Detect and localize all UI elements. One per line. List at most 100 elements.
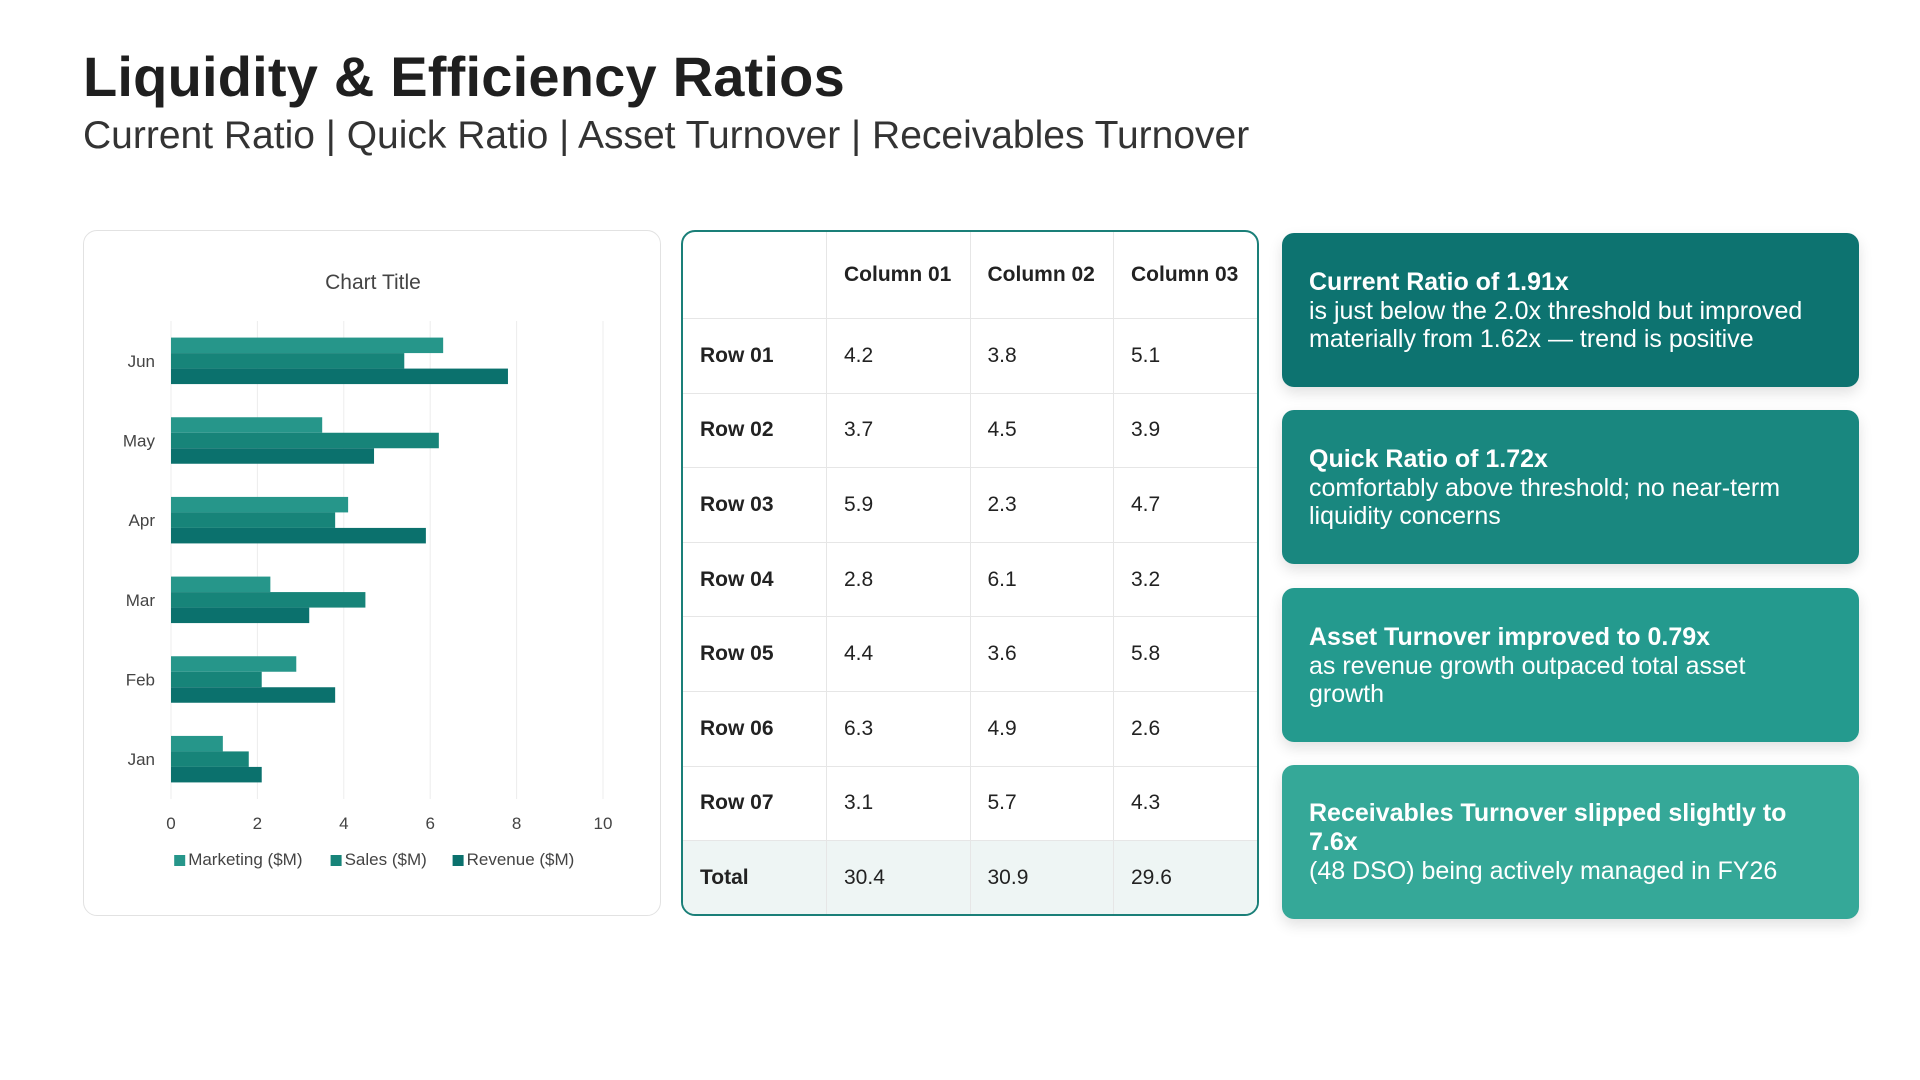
bar-jun-1 (171, 337, 444, 354)
table-header-cell: Column 02 (969, 232, 1114, 319)
table-cell: 3.8 (969, 318, 1114, 394)
bar-may-1 (171, 417, 323, 433)
legend-swatch (174, 855, 186, 866)
table-cell: 4.3 (1113, 765, 1257, 842)
callout-body: comfortably above threshold; no near-ter… (1309, 473, 1781, 530)
bar-chart: Chart Title 0 2 4 6 8 10 Jan Feb Mar Apr May Jun Mark… (123, 271, 613, 869)
bar-mar-3 (171, 607, 310, 624)
x-tick-label: 4 (339, 814, 348, 833)
table-cell: 3.1 (826, 765, 971, 842)
bar-mar-1 (171, 576, 271, 593)
y-tick-label: Apr (129, 511, 156, 530)
x-tick-label: 8 (512, 814, 521, 833)
bar-jan-2 (171, 751, 249, 767)
row-label: Row 03 (683, 467, 827, 543)
table-header-cell: Column 03 (1113, 232, 1257, 319)
x-tick-label: 10 (594, 814, 613, 833)
callout-heading: Quick Ratio of 1.72x (1309, 444, 1548, 473)
legend-label: Marketing ($M) (188, 850, 302, 869)
table-row: Row 03 5.9 2.3 4.7 (683, 467, 1257, 543)
table-cell: 5.9 (826, 467, 971, 543)
bar-mar-2 (171, 592, 366, 608)
table-total-row: Total 30.4 30.9 29.6 (683, 840, 1257, 914)
y-tick-label: Mar (126, 591, 156, 610)
x-tick-label: 2 (253, 814, 262, 833)
legend-swatch (330, 855, 342, 866)
legend-swatch (452, 855, 464, 866)
bar-jan-3 (171, 766, 262, 783)
table-cell: 5.1 (1113, 318, 1257, 394)
bar-feb-3 (171, 687, 336, 703)
row-label: Row 07 (683, 765, 827, 842)
chart-title: Chart Title (325, 271, 421, 294)
table-cell: 4.9 (969, 691, 1114, 767)
table-cell: 6.3 (826, 691, 971, 767)
table-row: Row 05 4.4 3.6 5.8 (683, 616, 1257, 693)
table-header-cell (683, 232, 827, 319)
table-cell: 6.1 (969, 541, 1114, 618)
x-tick-label: 0 (166, 814, 175, 833)
table-cell: 4.2 (826, 318, 971, 394)
bar-apr-3 (171, 527, 426, 544)
table-cell: 3.9 (1113, 392, 1257, 469)
callout-receivables-turnover: Receivables Turnover slipped slightly to… (1282, 765, 1859, 919)
row-label: Row 01 (683, 318, 827, 394)
y-tick-label: Jan (128, 750, 155, 769)
x-tick-label: 6 (425, 814, 434, 833)
callout-current-ratio: Current Ratio of 1.91x is just below the… (1282, 233, 1859, 387)
table-row: Row 01 4.2 3.8 5.1 (683, 318, 1257, 394)
table-cell: 2.3 (969, 467, 1114, 543)
row-label: Row 02 (683, 392, 827, 469)
bar-feb-2 (171, 671, 262, 688)
table-cell: 2.8 (826, 541, 971, 618)
callout-heading: Asset Turnover improved to 0.79x (1309, 622, 1711, 651)
chart-panel: Chart Title 0 2 4 6 8 10 Jan Feb Mar Apr May Jun Mark… (83, 230, 661, 916)
table-header-cell: Column 01 (826, 232, 971, 319)
bar-may-2 (171, 432, 439, 449)
data-table: Column 01 Column 02 Column 03 Row 01 4.2… (683, 232, 1257, 914)
bar-may-3 (171, 448, 375, 464)
total-cell: 29.6 (1113, 840, 1257, 914)
total-cell: 30.4 (826, 840, 971, 914)
bar-jun-3 (171, 368, 508, 385)
table-row: Row 02 3.7 4.5 3.9 (683, 392, 1257, 469)
data-table-panel: Column 01 Column 02 Column 03 Row 01 4.2… (681, 230, 1259, 916)
bar-apr-2 (171, 512, 336, 528)
y-tick-label: May (123, 432, 156, 451)
row-label: Row 04 (683, 541, 827, 618)
table-header-row: Column 01 Column 02 Column 03 (683, 232, 1257, 319)
bar-jun-2 (171, 353, 405, 369)
table-cell: 3.6 (969, 616, 1114, 693)
bar-jan-1 (171, 735, 223, 752)
table-cell: 2.6 (1113, 691, 1257, 767)
bar-apr-1 (171, 496, 349, 513)
legend-label: Sales ($M) (345, 850, 427, 869)
page-title: Liquidity & Efficiency Ratios (83, 45, 845, 108)
callout-body: as revenue growth outpaced total asset g… (1309, 651, 1746, 708)
page-subtitle: Current Ratio | Quick Ratio | Asset Turn… (83, 114, 1250, 157)
callout-heading: Current Ratio of 1.91x (1309, 267, 1569, 296)
table-row: Row 04 2.8 6.1 3.2 (683, 541, 1257, 618)
table-row: Row 06 6.3 4.9 2.6 (683, 691, 1257, 767)
row-label: Row 05 (683, 616, 827, 693)
callout-quick-ratio: Quick Ratio of 1.72x comfortably above t… (1282, 410, 1859, 564)
table-row: Row 07 3.1 5.7 4.3 (683, 765, 1257, 842)
bar-feb-1 (171, 656, 297, 672)
total-label: Total (683, 840, 827, 914)
table-cell: 5.8 (1113, 616, 1257, 693)
callout-asset-turnover: Asset Turnover improved to 0.79x as reve… (1282, 588, 1859, 742)
y-tick-label: Jun (128, 352, 155, 371)
callout-body: (48 DSO) being actively managed in FY26 (1309, 857, 1778, 885)
table-cell: 4.7 (1113, 467, 1257, 543)
row-label: Row 06 (683, 691, 827, 767)
table-cell: 5.7 (969, 765, 1114, 842)
callout-heading: Receivables Turnover slipped slightly to… (1309, 799, 1787, 856)
total-cell: 30.9 (969, 840, 1114, 914)
legend-label: Revenue ($M) (467, 850, 575, 869)
table-cell: 3.2 (1113, 541, 1257, 618)
callout-body: is just below the 2.0x threshold but imp… (1309, 296, 1803, 353)
y-tick-label: Feb (126, 671, 155, 690)
table-cell: 3.7 (826, 392, 971, 469)
table-cell: 4.4 (826, 616, 971, 693)
table-cell: 4.5 (969, 392, 1114, 469)
